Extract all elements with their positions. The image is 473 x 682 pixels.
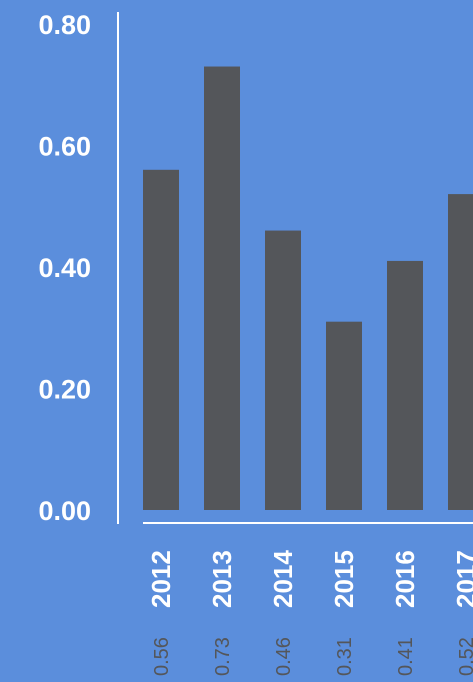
x-tick-label-2014: 2014 bbox=[268, 550, 298, 608]
value-label-2016: 0.41 bbox=[395, 637, 417, 676]
bars-group bbox=[143, 66, 473, 511]
value-label-2012: 0.56 bbox=[151, 637, 173, 676]
bar-2016 bbox=[387, 260, 423, 510]
y-tick-label: 0.00 bbox=[38, 496, 91, 526]
y-tick-label: 0.80 bbox=[38, 10, 91, 40]
x-tick-label-2017: 2017 bbox=[451, 550, 473, 608]
value-label-2015: 0.31 bbox=[334, 637, 356, 676]
value-label-2013: 0.73 bbox=[212, 637, 234, 676]
bar-2014 bbox=[265, 230, 301, 511]
x-tick-label-2015: 2015 bbox=[329, 550, 359, 608]
y-tick-label: 0.20 bbox=[38, 375, 91, 405]
x-axis-ticks: 2012 2013 2014 2015 2016 2017 bbox=[146, 550, 473, 608]
value-labels: 0.56 0.73 0.46 0.31 0.41 0.52 bbox=[151, 637, 473, 676]
x-tick-label-2012: 2012 bbox=[146, 550, 176, 608]
bar-2015 bbox=[326, 321, 362, 510]
x-tick-label-2013: 2013 bbox=[207, 550, 237, 608]
y-axis-ticks: 0.00 0.20 0.40 0.60 0.80 bbox=[38, 10, 91, 526]
bar-2013 bbox=[204, 66, 240, 511]
y-tick-label: 0.60 bbox=[38, 132, 91, 162]
y-tick-label: 0.40 bbox=[38, 253, 91, 283]
value-label-2014: 0.46 bbox=[273, 637, 295, 676]
bar-2012 bbox=[143, 169, 179, 511]
bar-2017 bbox=[448, 194, 473, 510]
value-label-2017: 0.52 bbox=[456, 637, 473, 676]
x-tick-label-2016: 2016 bbox=[390, 550, 420, 608]
